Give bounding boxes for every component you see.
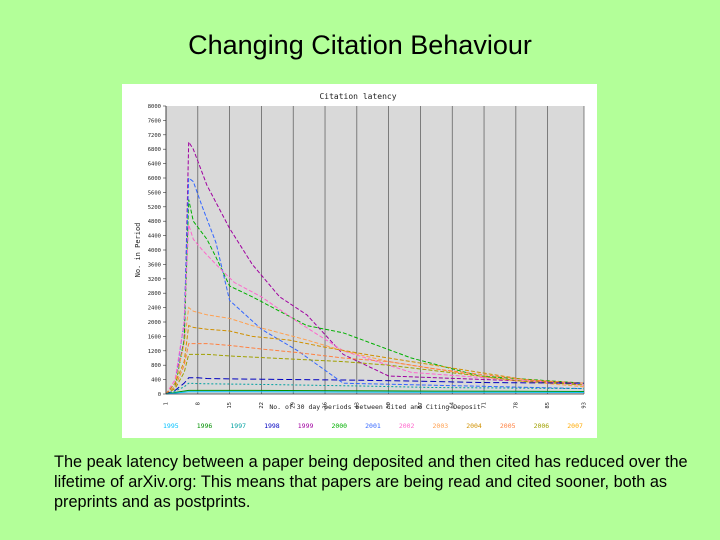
legend-entry: 2006 [533,422,550,430]
x-tick-label: 78 [513,402,519,409]
legend-entry: 2001 [365,422,381,430]
series-line-1995 [165,391,585,395]
y-tick-label: 2800 [148,291,161,297]
x-tick-label: 15 [227,402,233,409]
series-line-2002 [165,224,585,395]
series-line-2003 [165,306,585,395]
x-tick-label: 93 [582,402,588,409]
y-axis-label: No. in Period [134,223,142,278]
x-tick-label: 50 [386,402,392,409]
legend-entry: 2002 [398,422,415,430]
series-line-2005 [165,343,585,395]
x-tick-label: 36 [323,402,329,409]
series-line-1999 [165,140,585,395]
y-tick-label: 0 [158,392,161,398]
y-tick-label: 4000 [148,248,161,254]
y-tick-label: 4800 [148,219,161,225]
chart-legend: 1995 1996 1997 1998 1999 2000 2001 2002 2003 2004… [163,422,583,436]
x-tick-label: 57 [418,402,424,409]
legend-entry: 2007 [567,422,583,430]
y-tick-label: 800 [151,363,161,369]
y-tick-label: 5600 [148,190,161,196]
series-line-1998 [165,377,585,395]
y-tick-label: 6000 [148,176,161,182]
x-tick-label: 85 [545,402,551,409]
x-tick-label: 29 [291,402,297,409]
series-line-2001 [165,176,585,395]
y-tick-label: 2000 [148,320,161,326]
x-tick-label: 22 [259,402,265,409]
y-tick-label: 400 [151,378,161,384]
legend-entry: 2003 [432,422,449,430]
citation-latency-chart: Citation latency No. in Period No. of 30… [134,92,588,411]
x-tick-label: 8 [195,402,201,405]
x-tick-label: 64 [450,401,456,408]
x-tick-label: 43 [354,402,360,409]
legend-entry: 1996 [196,422,213,430]
y-tick-label: 8000 [148,104,161,110]
series-line-2000 [165,199,585,395]
series-line-2004 [165,324,585,395]
y-tick-label: 7200 [148,133,161,139]
y-tick-label: 6800 [148,147,161,153]
chart-panel: Citation latency No. in Period No. of 30… [122,84,597,438]
y-tick-label: 3200 [148,277,161,283]
chart-title: Citation latency [319,92,396,101]
y-tick-label: 1600 [148,334,161,340]
y-tick-label: 4400 [148,234,161,240]
y-tick-label: 3600 [148,262,161,268]
x-tick-label: 71 [482,402,488,409]
legend-entry: 2004 [466,422,482,430]
slide-title: Changing Citation Behaviour [188,30,532,60]
legend-entry: 1995 [163,422,179,430]
legend-entry: 1998 [264,422,280,430]
slide-caption: The peak latency between a paper being d… [54,453,688,511]
series-line-2006 [165,353,585,395]
y-tick-label: 2400 [148,306,161,312]
legend-entry: 2000 [331,422,348,430]
series-line-1997 [165,382,585,395]
legend-entry: 1999 [297,422,314,430]
series-line-1996 [165,389,585,395]
plot-background [166,106,584,394]
x-tick-label: 1 [164,402,170,405]
x-axis-label: No. of 30 day periods between Cited and … [269,403,480,411]
legend-entry: 1997 [230,422,247,430]
y-tick-label: 6400 [148,162,161,168]
legend-entry: 2005 [499,422,516,430]
y-tick-label: 1200 [148,349,161,355]
y-tick-label: 5200 [148,205,161,211]
y-tick-label: 7600 [148,118,161,124]
